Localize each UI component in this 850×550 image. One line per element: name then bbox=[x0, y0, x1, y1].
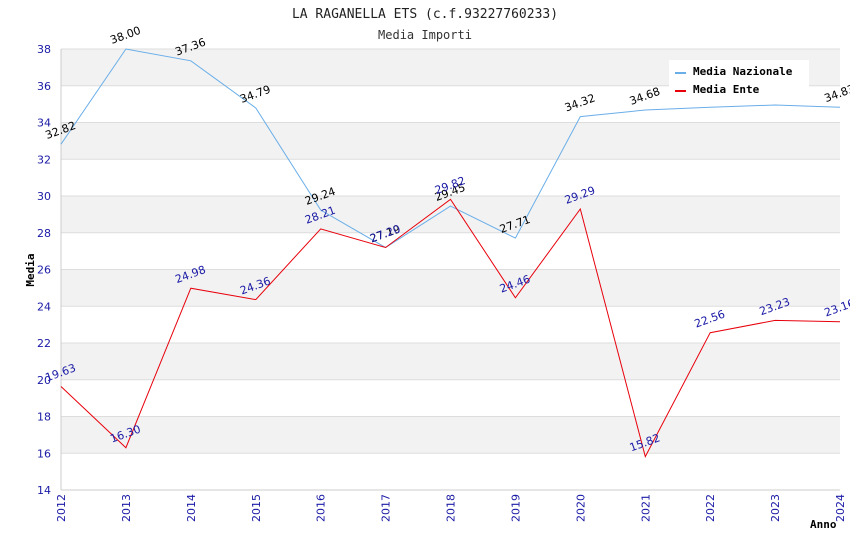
legend-label-ente: Media Ente bbox=[693, 83, 760, 96]
y-tick-label: 34 bbox=[37, 117, 51, 130]
y-tick-label: 22 bbox=[37, 337, 51, 350]
y-tick-label: 16 bbox=[37, 447, 51, 460]
series-line-1 bbox=[60, 198, 841, 458]
y-tick-label: 24 bbox=[37, 300, 51, 313]
y-tick-label: 26 bbox=[37, 264, 51, 277]
x-tick-label: 2021 bbox=[639, 494, 652, 522]
x-tick-label: 2020 bbox=[574, 494, 587, 522]
x-tick-labels: 2012 2013 2014 2015 2016 2017 2018 2019 2020 2021… bbox=[55, 494, 847, 522]
x-tick-label: 2017 bbox=[380, 494, 393, 522]
legend: Media Nazionale Media Ente bbox=[669, 60, 809, 100]
y-tick-label: 18 bbox=[37, 411, 51, 424]
y-tick-label: 30 bbox=[37, 190, 51, 203]
x-tick-label: 2018 bbox=[445, 494, 458, 522]
series-lines bbox=[60, 48, 841, 458]
background-band bbox=[61, 232, 840, 270]
x-tick-label: 2016 bbox=[315, 494, 328, 522]
x-tick-label: 2015 bbox=[250, 494, 263, 522]
background-band bbox=[61, 159, 840, 196]
background-band bbox=[61, 453, 840, 490]
y-tick-label: 38 bbox=[37, 43, 51, 56]
x-tick-label: 2012 bbox=[55, 494, 68, 522]
series-line-0 bbox=[60, 48, 841, 249]
y-tick-label: 28 bbox=[37, 227, 51, 240]
legend-label-nazionale: Media Nazionale bbox=[693, 65, 793, 78]
y-tick-label: 20 bbox=[37, 374, 51, 387]
x-tick-label: 2014 bbox=[185, 494, 198, 522]
y-tick-label: 36 bbox=[37, 80, 51, 93]
data-label: 38.00 bbox=[108, 24, 142, 47]
x-tick-label: 2024 bbox=[834, 494, 847, 522]
y-tick-label: 32 bbox=[37, 153, 51, 166]
background-band bbox=[61, 196, 840, 233]
background-band bbox=[61, 379, 840, 417]
background-band bbox=[61, 416, 840, 454]
background-bands bbox=[61, 49, 840, 490]
x-tick-label: 2013 bbox=[120, 494, 133, 522]
x-tick-label: 2019 bbox=[509, 494, 522, 522]
background-band bbox=[61, 122, 840, 160]
y-tick-labels: 14 16 18 20 22 24 26 28 30 32 34 36 38 bbox=[37, 43, 51, 497]
y-tick-label: 14 bbox=[37, 484, 51, 497]
background-band bbox=[61, 343, 840, 380]
y-axis-label: Media bbox=[24, 253, 37, 286]
x-tick-label: 2023 bbox=[769, 494, 782, 522]
x-tick-label: 2022 bbox=[704, 494, 717, 522]
chart-subtitle: Media Importi bbox=[378, 28, 472, 42]
chart-title: LA RAGANELLA ETS (c.f.93227760233) bbox=[292, 7, 558, 22]
background-band bbox=[61, 306, 840, 343]
legend-box bbox=[669, 60, 809, 100]
axes bbox=[60, 49, 840, 491]
x-axis-label: Anno bbox=[810, 518, 837, 531]
